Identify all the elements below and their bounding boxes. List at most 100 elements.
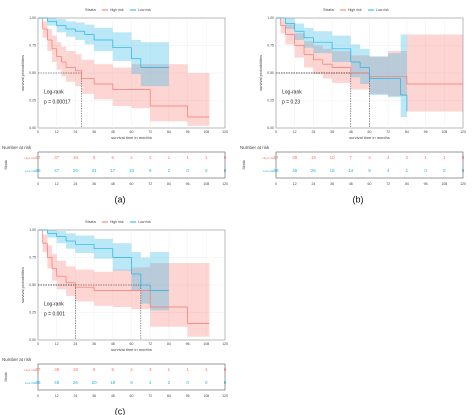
legend-label: Low risk	[376, 8, 389, 12]
risk-x-tick-label: 0	[37, 182, 39, 186]
x-tick-label: 108	[203, 130, 209, 134]
risk-count: 47	[54, 168, 60, 173]
confidence-band	[47, 245, 53, 269]
risk-count: 10	[330, 155, 336, 160]
confidence-band	[140, 42, 169, 87]
risk-x-tick-label: 36	[92, 182, 96, 186]
risk-x-tick-label: 120	[222, 182, 228, 186]
y-tick-label: 0.50	[29, 283, 36, 287]
risk-count: 2	[168, 380, 171, 385]
risk-count: 9	[93, 367, 96, 372]
risk-count: 6	[149, 168, 152, 173]
risk-count: 68	[35, 380, 41, 385]
legend-label: High risk	[110, 8, 124, 12]
x-tick-label: 120	[460, 130, 466, 134]
x-tick-label: 108	[441, 130, 447, 134]
risk-count: 17	[110, 168, 116, 173]
confidence-band	[150, 263, 188, 327]
risk-count: 26	[73, 380, 79, 385]
risk-count: 19	[73, 155, 79, 160]
risk-x-tick-label: 0	[37, 394, 39, 398]
risk-count: 0	[224, 367, 227, 372]
risk-table-frame	[275, 151, 464, 179]
risk-count: 1	[443, 155, 446, 160]
risk-title: Number at risk	[240, 145, 270, 150]
confidence-band	[388, 53, 401, 98]
risk-x-tick-label: 0	[275, 182, 277, 186]
panel: 0.000.250.500.751.0000121224243636484860…	[2, 7, 228, 204]
risk-row-label: High risk	[24, 156, 36, 160]
y-tick-label: 0.75	[29, 255, 36, 259]
risk-count: 1	[205, 367, 208, 372]
confidence-band	[294, 23, 305, 40]
confidence-band	[94, 27, 113, 51]
y-tick-label: 0.00	[267, 126, 274, 130]
risk-count: 10	[129, 168, 135, 173]
risk-x-tick-label: 24	[311, 182, 315, 186]
x-tick-label: 12	[55, 342, 59, 346]
confidence-band	[81, 59, 95, 94]
confidence-band	[112, 243, 132, 271]
risk-count: 0	[205, 168, 208, 173]
risk-x-tick-label: 96	[186, 394, 190, 398]
x-tick-label: 84	[167, 130, 171, 134]
confidence-band	[131, 40, 141, 75]
y-tick-label: 0.50	[267, 71, 274, 75]
risk-count: 57	[35, 155, 41, 160]
risk-y-label: Strata	[242, 160, 246, 169]
risk-x-tick-label: 60	[130, 394, 134, 398]
risk-count: 9	[130, 380, 133, 385]
legend-title: Strata	[85, 7, 96, 12]
risk-count: 68	[273, 168, 279, 173]
confidence-band	[187, 73, 210, 126]
risk-x-tick-label: 12	[293, 182, 297, 186]
annotation: p = 0.001	[44, 311, 65, 317]
risk-title: Number at risk	[2, 357, 32, 362]
x-tick-label: 0	[37, 130, 39, 134]
risk-count: 3	[149, 367, 152, 372]
confidence-band	[112, 32, 132, 61]
risk-count: 38	[292, 155, 298, 160]
x-tick-label: 96	[424, 130, 428, 134]
risk-x-tick-label: 36	[330, 182, 334, 186]
confidence-band	[56, 231, 67, 244]
risk-count: 4	[130, 367, 133, 372]
confidence-band	[131, 252, 141, 291]
risk-count: 1	[186, 155, 189, 160]
risk-x-tick-label: 12	[55, 182, 59, 186]
risk-row-label: Low risk	[25, 169, 37, 173]
y-axis-label: survival probabilities	[20, 55, 25, 91]
risk-count: 1	[186, 367, 189, 372]
legend-label: Low risk	[138, 8, 151, 12]
x-tick-label: 48	[111, 130, 115, 134]
confidence-band	[280, 19, 286, 34]
x-tick-label: 24	[73, 342, 77, 346]
confidence-band	[112, 269, 132, 307]
y-tick-label: 0.00	[29, 126, 36, 130]
x-tick-label: 36	[92, 342, 96, 346]
legend-label: High risk	[348, 8, 362, 12]
confidence-band	[369, 56, 389, 95]
x-tick-label: 96	[186, 130, 190, 134]
y-tick-label: 0.75	[267, 43, 274, 47]
risk-x-tick-label: 48	[349, 182, 353, 186]
y-tick-label: 0.25	[29, 98, 36, 102]
risk-count: 57	[35, 367, 41, 372]
confidence-band	[322, 48, 333, 79]
risk-count: 7	[350, 155, 353, 160]
confidence-band	[61, 46, 67, 77]
risk-count: 46	[292, 168, 298, 173]
risk-count: 0	[224, 380, 227, 385]
confidence-band	[388, 51, 407, 97]
confidence-band	[47, 18, 57, 26]
risk-count: 48	[54, 380, 60, 385]
x-tick-label: 60	[130, 342, 134, 346]
risk-title: Number at risk	[2, 145, 32, 150]
risk-x-tick-label: 84	[405, 182, 409, 186]
risk-count: 21	[92, 168, 98, 173]
risk-count: 26	[73, 168, 79, 173]
x-tick-label: 24	[311, 130, 315, 134]
risk-count: 57	[273, 155, 279, 160]
risk-count: 4	[387, 168, 390, 173]
